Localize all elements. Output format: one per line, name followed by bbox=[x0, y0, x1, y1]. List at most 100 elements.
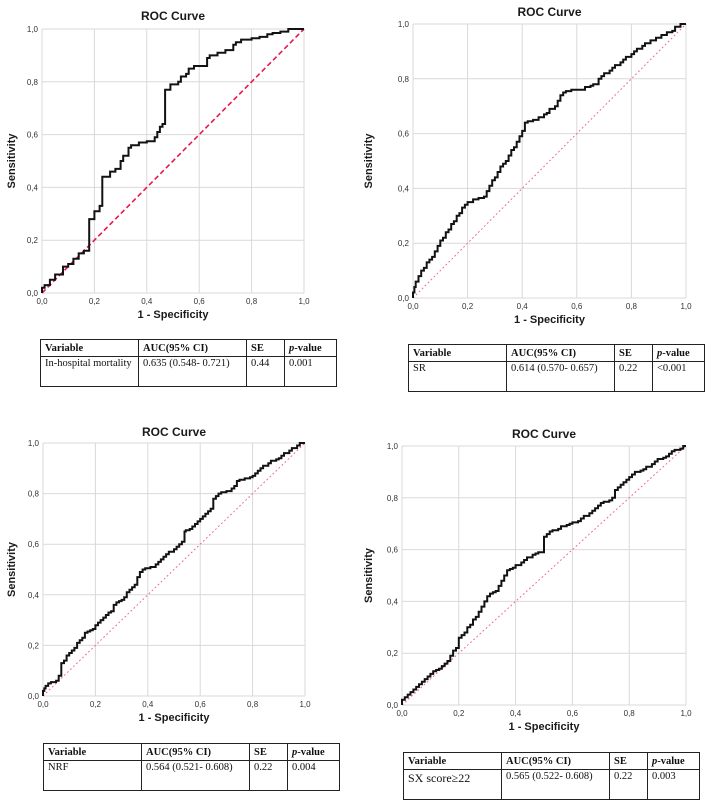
y-tick-label: 0,6 bbox=[398, 130, 410, 139]
header-variable: Variable bbox=[40, 339, 139, 357]
p-rest: -value bbox=[294, 342, 322, 354]
y-tick-label: 0,8 bbox=[398, 75, 410, 84]
header-auc: AUC(95% CI) bbox=[138, 339, 247, 357]
reference-line bbox=[41, 28, 305, 294]
cell-variable: In-hospital mortality bbox=[40, 356, 139, 387]
table-row: SR 0.614 (0.570- 0.657) 0.22 <0.001 bbox=[408, 361, 705, 392]
x-tick-label: 0,2 bbox=[462, 302, 474, 311]
cell-se: 0.22 bbox=[249, 760, 288, 791]
y-tick-label: 0,0 bbox=[398, 294, 410, 303]
x-tick-label: 1,0 bbox=[299, 700, 311, 709]
y-axis-label: Sensitivity bbox=[363, 547, 375, 603]
header-p-value: p-value bbox=[284, 339, 337, 357]
header-auc: AUC(95% CI) bbox=[141, 743, 250, 761]
y-tick-label: 0,0 bbox=[28, 692, 40, 701]
x-tick-label: 0,8 bbox=[626, 302, 638, 311]
gridlines bbox=[42, 442, 306, 697]
table-header-row: Variable AUC(95% CI) SE p-value bbox=[43, 743, 340, 761]
cell-variable: SX score≥22 bbox=[403, 769, 502, 800]
y-axis-label: Sensitivity bbox=[363, 133, 375, 189]
x-tick-label: 0,8 bbox=[247, 700, 259, 709]
cell-p-value: <0.001 bbox=[652, 361, 705, 392]
x-axis-label: 1 - Specificity bbox=[514, 314, 586, 326]
x-tick-label: 1,0 bbox=[680, 302, 692, 311]
cell-auc: 0.564 (0.521- 0.608) bbox=[141, 760, 250, 791]
cell-auc: 0.614 (0.570- 0.657) bbox=[506, 361, 615, 392]
header-variable: Variable bbox=[43, 743, 142, 761]
roc-chart-in-hospital-mortality: 0,00,0 0,2 0,2 0,4 0,4 0,6 0,6 0,8 0,8 1,0 1,0 ROC … bbox=[6, 9, 310, 321]
y-tick-label: 0,6 bbox=[28, 540, 40, 549]
roc-panel-nrf: 0,0 0,0 0,2 0,2 0,4 0,4 0,6 0,6 0,8 0,8 1,0 1,0 ROC … bbox=[6, 406, 354, 796]
p-italic: p bbox=[657, 347, 663, 359]
y-tick-label: 0,6 bbox=[387, 546, 399, 555]
header-se: SE bbox=[246, 339, 285, 357]
roc-chart-sx-score: 0,00,0 0,2 0,2 0,4 0,4 0,6 0,6 0,8 0,8 1,0 1,0 ROC … bbox=[363, 427, 692, 733]
x-tick-label: 0,8 bbox=[624, 709, 636, 718]
y-tick-label: 0,8 bbox=[27, 78, 39, 87]
table-row: In-hospital mortality 0.635 (0.548- 0.72… bbox=[40, 356, 337, 387]
x-axis-label: 1 - Specificity bbox=[509, 721, 581, 733]
reference-line bbox=[412, 23, 687, 299]
p-italic: p bbox=[652, 755, 658, 767]
y-tick-label: 0,4 bbox=[387, 597, 399, 606]
cell-se: 0.22 bbox=[614, 361, 653, 392]
auc-table-sx-score: Variable AUC(95% CI) SE p-value SX score… bbox=[403, 752, 700, 800]
gridlines bbox=[412, 23, 687, 299]
y-tick-label: 1,0 bbox=[27, 25, 39, 34]
x-tick-label: 0,2 bbox=[90, 700, 102, 709]
table-header-row: Variable AUC(95% CI) SE p-value bbox=[403, 752, 700, 770]
auc-table-nrf: Variable AUC(95% CI) SE p-value NRF 0.56… bbox=[43, 743, 340, 791]
header-p-value: p-value bbox=[652, 344, 705, 362]
y-tick-label: 0,8 bbox=[387, 494, 399, 503]
x-tick-label: 0,2 bbox=[453, 709, 465, 718]
y-tick-label: 0,2 bbox=[27, 236, 39, 245]
y-tick-label: 0,2 bbox=[28, 641, 40, 650]
y-tick-label: 0,4 bbox=[398, 184, 410, 193]
table-header-row: Variable AUC(95% CI) SE p-value bbox=[408, 344, 705, 362]
header-se: SE bbox=[249, 743, 288, 761]
p-rest: -value bbox=[662, 347, 690, 359]
y-axis-label: Sensitivity bbox=[6, 133, 18, 189]
chart-title: ROC Curve bbox=[141, 9, 205, 23]
header-variable: Variable bbox=[403, 752, 502, 770]
roc-chart-sr: 0,00,0 0,2 0,2 0,4 0,4 0,6 0,6 0,8 0,8 1,0 1,0 ROC … bbox=[363, 5, 692, 326]
cell-se: 0.44 bbox=[246, 356, 285, 387]
roc-panel-sx-score: 0,0 0,0 0,2 0,2 0,4 0,4 0,6 0,6 0,8 0,8 1,0 1,0 ROC … bbox=[358, 408, 706, 800]
x-tick-label: 0,4 bbox=[510, 709, 522, 718]
gridlines bbox=[401, 445, 687, 706]
table-row: NRF 0.564 (0.521- 0.608) 0.22 0.004 bbox=[43, 760, 340, 791]
y-tick-label: 0,0 bbox=[27, 289, 39, 298]
auc-table-in-hospital-mortality: Variable AUC(95% CI) SE p-value In-hospi… bbox=[40, 339, 337, 387]
table-header-row: Variable AUC(95% CI) SE p-value bbox=[40, 339, 337, 357]
x-tick-label: 0,4 bbox=[142, 700, 154, 709]
cell-variable: SR bbox=[408, 361, 507, 392]
roc-curve-line bbox=[401, 445, 686, 705]
roc-curve-line bbox=[41, 28, 304, 293]
cell-se: 0.22 bbox=[609, 769, 648, 800]
y-tick-label: 0,8 bbox=[28, 490, 40, 499]
x-tick-label: 0,6 bbox=[194, 297, 206, 306]
roc-curve-line bbox=[42, 442, 305, 696]
y-tick-label: 1,0 bbox=[387, 442, 399, 451]
cell-p-value: 0.001 bbox=[284, 356, 337, 387]
table-row: SX score≥22 0.565 (0.522- 0.608) 0.22 0.… bbox=[403, 769, 700, 800]
header-p-value: p-value bbox=[287, 743, 340, 761]
cell-p-value: 0.004 bbox=[287, 760, 340, 791]
header-auc: AUC(95% CI) bbox=[506, 344, 615, 362]
x-axis-label: 1 - Specificity bbox=[138, 309, 210, 321]
y-axis-label: Sensitivity bbox=[6, 541, 18, 597]
x-tick-label: 0,0 bbox=[407, 302, 419, 311]
x-tick-label: 0,4 bbox=[141, 297, 153, 306]
chart-title: ROC Curve bbox=[517, 5, 581, 19]
p-rest: -value bbox=[657, 755, 685, 767]
x-tick-label: 0,8 bbox=[246, 297, 258, 306]
header-se: SE bbox=[614, 344, 653, 362]
roc-chart-nrf: 0,00,0 0,2 0,2 0,4 0,4 0,6 0,6 0,8 0,8 1,0 1,0 ROC … bbox=[6, 425, 311, 724]
x-tick-label: 1,0 bbox=[298, 297, 310, 306]
x-tick-label: 0,2 bbox=[89, 297, 101, 306]
y-tick-label: 0,0 bbox=[387, 701, 399, 710]
x-tick-label: 0,6 bbox=[571, 302, 583, 311]
cell-p-value: 0.003 bbox=[647, 769, 700, 800]
x-tick-label: 1,0 bbox=[680, 709, 692, 718]
